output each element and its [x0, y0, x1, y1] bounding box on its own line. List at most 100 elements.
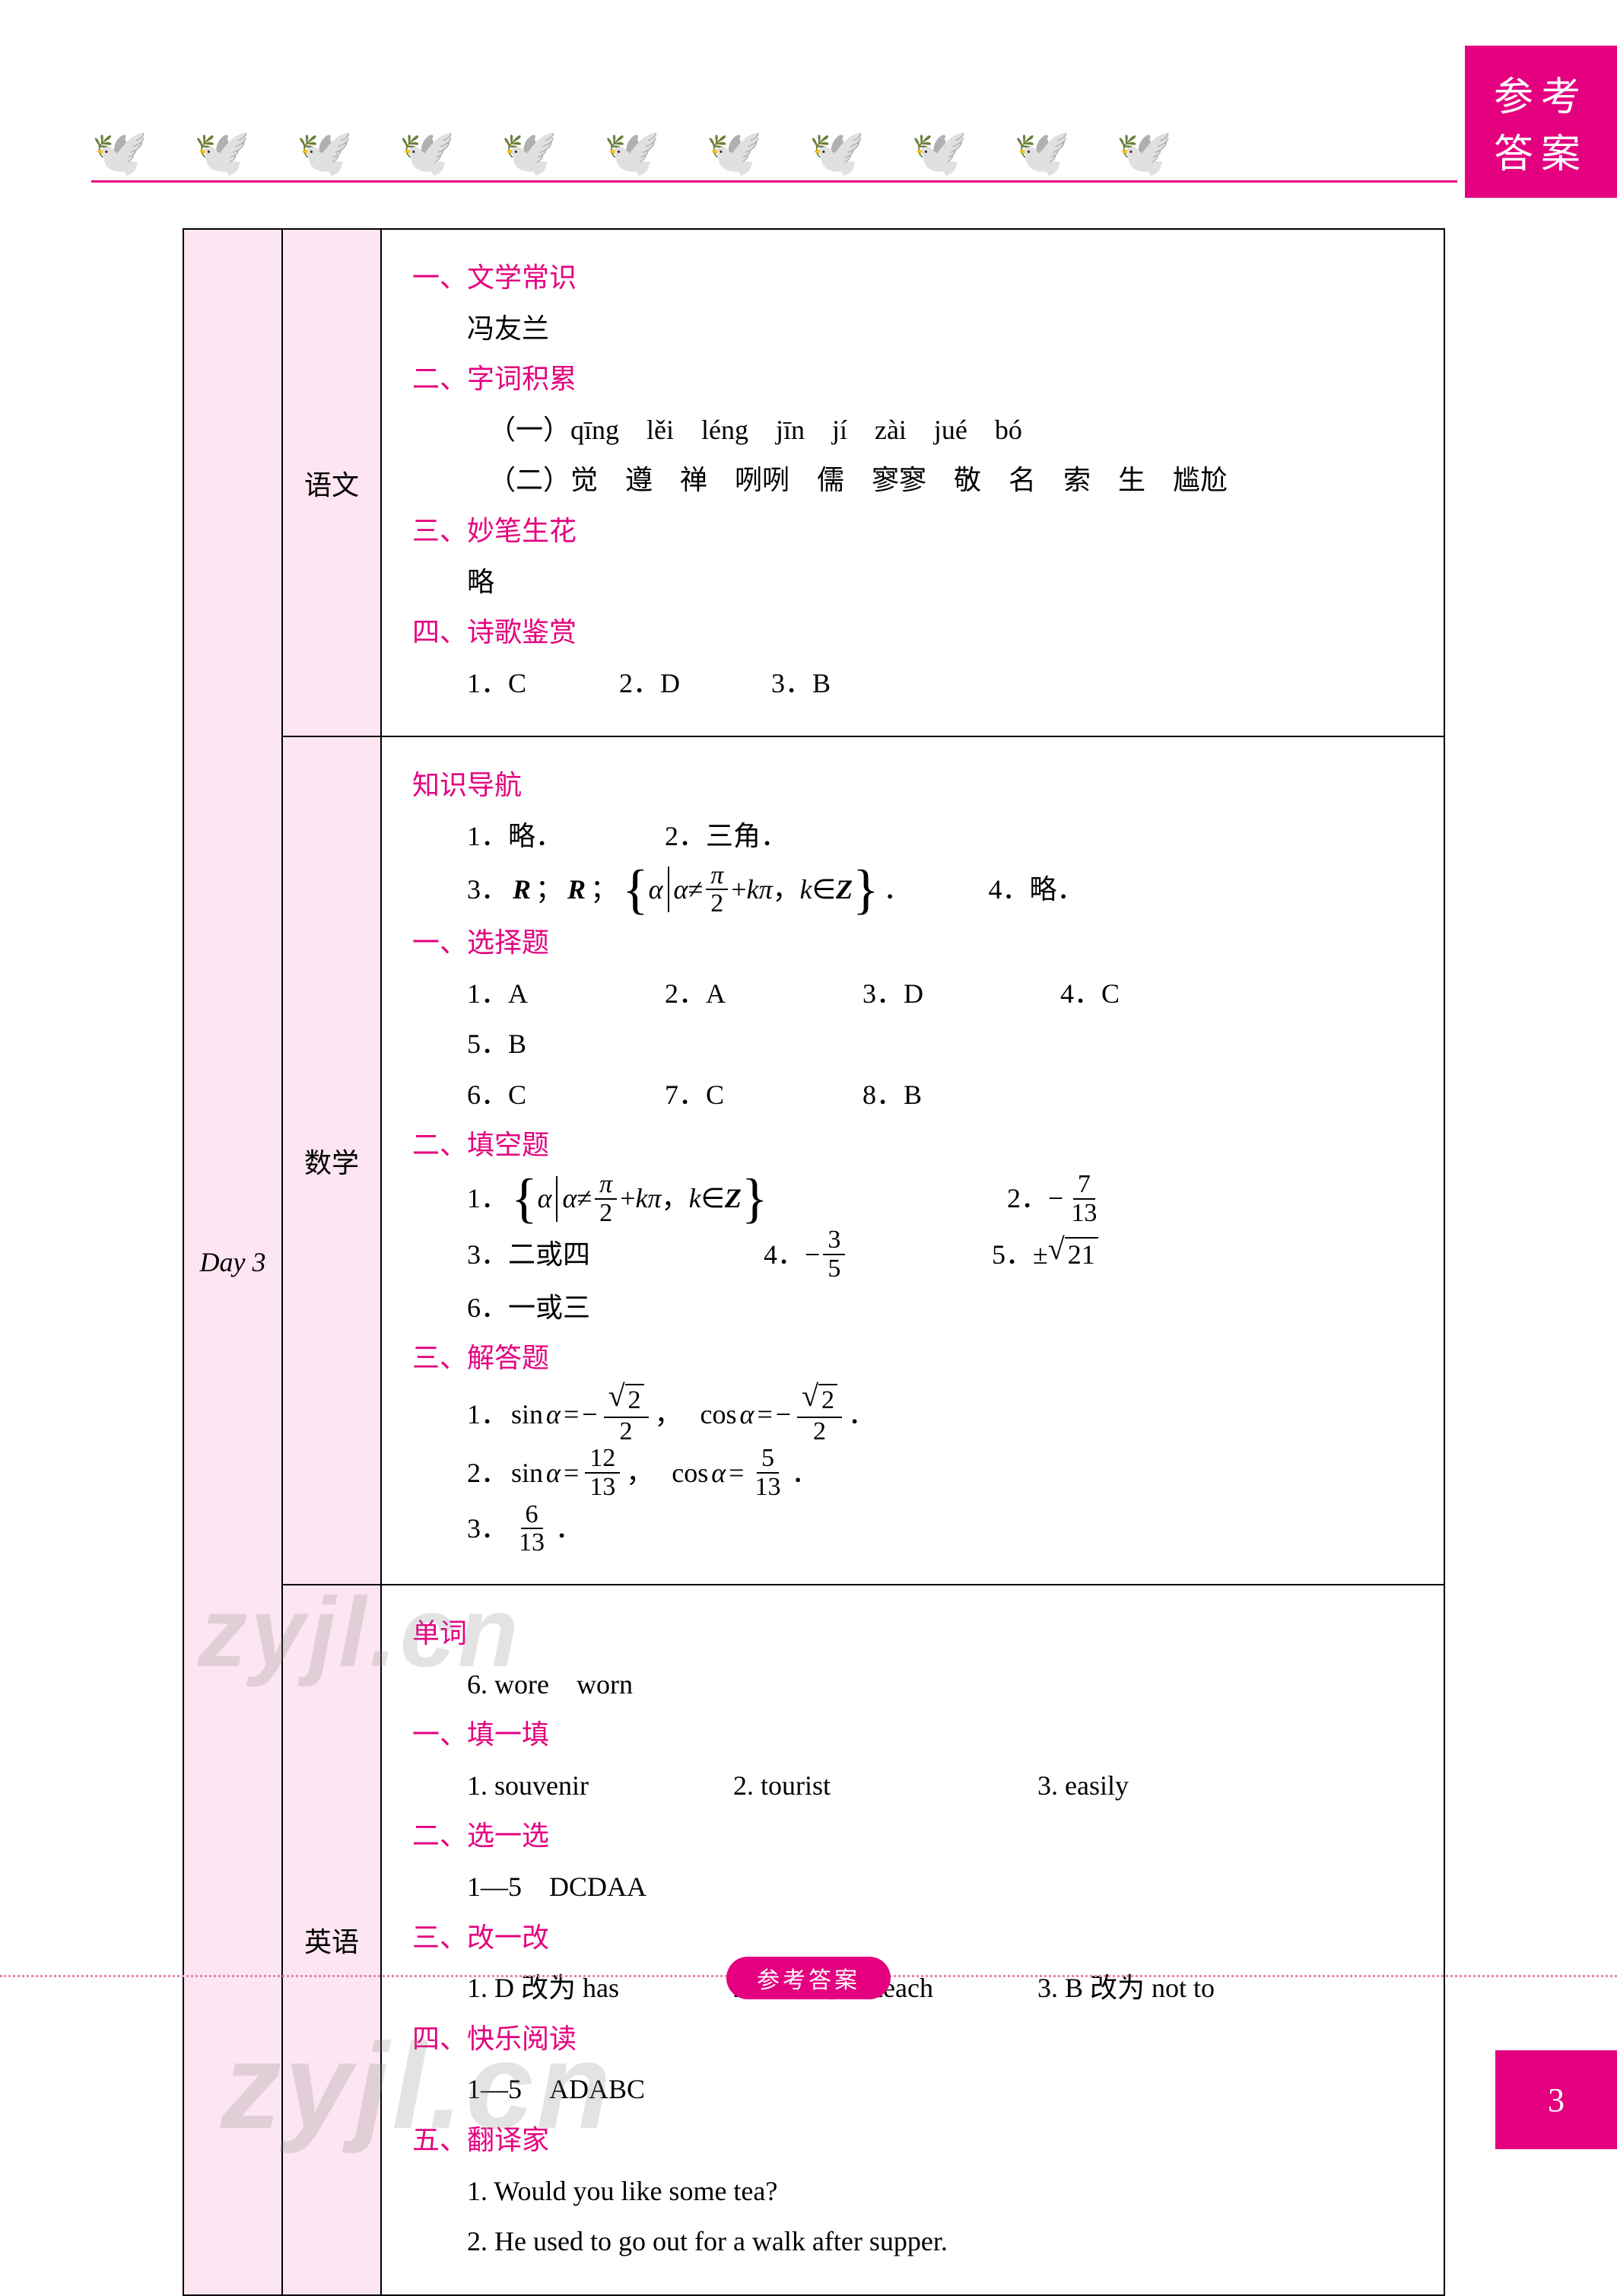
- answer-item: 2．三角．: [665, 811, 863, 862]
- section-heading: 一、填一填: [412, 1709, 1413, 1760]
- answer-item: 5． ± √ 21: [992, 1229, 1098, 1280]
- alpha: α: [538, 1173, 552, 1224]
- subject-english: 英语: [304, 1920, 359, 1960]
- radical-icon: √: [608, 1384, 625, 1408]
- answer-item: 1．略．: [467, 811, 665, 862]
- section-heading: 三、改一改: [412, 1913, 1413, 1964]
- right-brace-icon: }: [853, 873, 879, 906]
- page-number: 3: [1495, 2050, 1617, 2149]
- neg: −: [1048, 1173, 1063, 1224]
- math-content: 知识导航 1．略． 2．三角． 3． R ； R ； { α: [382, 737, 1444, 1584]
- label: 1．: [467, 1389, 508, 1440]
- fraction: 7 13: [1066, 1171, 1101, 1226]
- sqrt: √ 21: [1048, 1237, 1098, 1271]
- fraction: π 2: [595, 1171, 617, 1226]
- bird-icon: 🕊️: [91, 130, 148, 176]
- day-label: Day 3: [200, 1246, 266, 1278]
- label: 5．: [992, 1229, 1033, 1280]
- answer-row: 1．略． 2．三角．: [412, 811, 1413, 862]
- period: ．: [791, 1448, 818, 1499]
- answer-item: 2. tourist: [733, 1760, 1037, 1811]
- numerator: 3: [823, 1226, 845, 1255]
- alpha: α: [674, 864, 688, 915]
- answer-text: （二）觉 遵 禅 咧咧 儒 寥寥 敬 名 索 生 尴尬: [412, 455, 1413, 506]
- section-heading: 三、解答题: [412, 1333, 1413, 1384]
- answer-item: 2． − 7 13: [1007, 1171, 1104, 1226]
- k: k: [636, 1173, 648, 1224]
- section-heading: 四、快乐阅读: [412, 2014, 1413, 2065]
- pm: ±: [1033, 1229, 1048, 1280]
- answer-item: 3． 6 13 ．: [412, 1501, 1413, 1557]
- section-heading: 五、翻译家: [412, 2115, 1413, 2166]
- cos: cos: [700, 1389, 737, 1440]
- radicand: 21: [1065, 1237, 1098, 1271]
- set-expression: { α α ≠ π 2 + k π ，: [622, 862, 878, 917]
- left-brace-icon: {: [622, 873, 649, 906]
- neq: ≠: [577, 1173, 592, 1224]
- eq: =: [564, 1448, 579, 1499]
- Z: Z: [836, 864, 853, 915]
- answer-item: 1. souvenir: [467, 1760, 733, 1811]
- label: 2．: [467, 1448, 508, 1499]
- section-heading: 三、妙笔生花: [412, 506, 1413, 557]
- english-content: 单词 6. wore worn 一、填一填 1. souvenir 2. tou…: [382, 1585, 1444, 2294]
- section-heading: 四、诗歌鉴赏: [412, 607, 1413, 658]
- bird-icon: 🕊️: [1116, 130, 1173, 176]
- plus: +: [731, 864, 746, 915]
- numerator: 7: [1073, 1171, 1095, 1200]
- k: k: [689, 1173, 701, 1224]
- header-decor: 🕊️ 🕊️ 🕊️ 🕊️ 🕊️ 🕊️ 🕊️ 🕊️ 🕊️ 🕊️ 🕊️: [91, 122, 1457, 183]
- answer-item: 3. easily: [1037, 1760, 1129, 1811]
- answer-item: 3．D: [863, 968, 1060, 1019]
- sep: ；: [590, 864, 618, 915]
- answer-row: 6．C 7．C 8．B: [412, 1070, 1413, 1121]
- subject-column: 英语: [283, 1585, 382, 2294]
- alpha: α: [546, 1448, 561, 1499]
- bird-icon: 🕊️: [604, 130, 661, 176]
- denominator: 2: [615, 1418, 637, 1445]
- eq: =: [729, 1448, 744, 1499]
- answer-row: 1. souvenir 2. tourist 3. easily: [412, 1760, 1413, 1811]
- answer-item: 1． { α α ≠ π 2 +: [467, 1171, 870, 1226]
- comma: ，: [773, 864, 800, 915]
- math-R: R: [513, 864, 531, 915]
- comma: ，: [626, 1448, 653, 1499]
- answer-text: 略: [412, 557, 1413, 608]
- bird-icon: 🕊️: [501, 130, 558, 176]
- set-expression: { α α ≠ π 2 + k π: [511, 1171, 767, 1226]
- answer-item: 8．B: [863, 1070, 1060, 1121]
- alpha: α: [649, 864, 663, 915]
- numerator: √2: [797, 1384, 842, 1418]
- answer-row: 1． { α α ≠ π 2 +: [412, 1171, 1413, 1226]
- fraction: π 2: [706, 862, 728, 917]
- pi: π: [759, 864, 773, 915]
- bird-icon: 🕊️: [194, 130, 251, 176]
- section-heading: 知识导航: [412, 760, 1413, 811]
- subject-column: 语文: [283, 230, 382, 736]
- label: 1．: [467, 1173, 508, 1224]
- answer-item: 2． sin α = 12 13 ， cos α =: [412, 1445, 1413, 1500]
- neg: −: [776, 1389, 791, 1440]
- answer-item: 1．A: [467, 968, 665, 1019]
- answer-item: 7．C: [665, 1070, 863, 1121]
- subject-chinese: 语文: [304, 463, 359, 503]
- footer-label: 参考答案: [726, 1957, 891, 1999]
- vertical-bar-icon: [668, 867, 669, 912]
- label: 2．: [1007, 1173, 1048, 1224]
- neg: −: [582, 1389, 597, 1440]
- label: 4．: [764, 1229, 805, 1280]
- right-brace-icon: }: [742, 1182, 768, 1215]
- denominator: 13: [750, 1474, 785, 1501]
- answer-text: （一）qīng lěi léng jīn jí zài jué bó: [412, 405, 1413, 456]
- fraction: 3 5: [823, 1226, 845, 1282]
- answer-item: 4． − 3 5: [764, 1226, 992, 1282]
- numerator: 12: [585, 1445, 620, 1474]
- table-row: 语文 一、文学常识 冯友兰 二、字词积累 （一）qīng lěi léng jī…: [283, 230, 1444, 737]
- answer-text: 冯友兰: [412, 304, 1413, 355]
- chinese-content: 一、文学常识 冯友兰 二、字词积累 （一）qīng lěi léng jīn j…: [382, 230, 1444, 736]
- section-heading: 单词: [412, 1608, 1413, 1659]
- answer-row: 1. D 改为 has 2. B 改为 to teach 3. B 改为 not…: [412, 1963, 1413, 2014]
- label: 3．: [467, 864, 508, 915]
- k: k: [747, 864, 759, 915]
- header-tab: 参考 答案: [1465, 46, 1617, 198]
